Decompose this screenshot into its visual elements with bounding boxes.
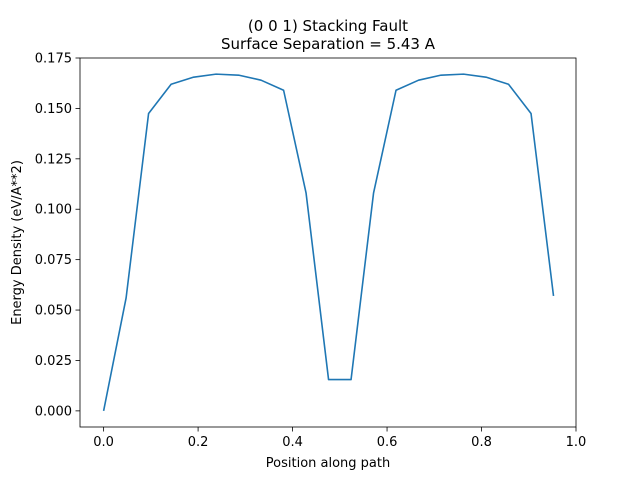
- y-tick-label: 0.125: [35, 152, 72, 167]
- plot-area: [80, 58, 576, 427]
- chart-subtitle: Surface Separation = 5.43 A: [221, 35, 436, 53]
- plot-background: [80, 58, 576, 427]
- y-axis: 0.000 0.025 0.050 0.075 0.100 0.125 0.150 0.175: [35, 52, 80, 419]
- y-tick-label: 0.000: [35, 404, 72, 419]
- plot-frame: [79, 57, 577, 428]
- y-tick-label: 0.175: [35, 52, 72, 67]
- x-tick-label: 0.8: [471, 435, 492, 450]
- x-tick-label: 0.0: [93, 435, 114, 450]
- y-tick-label: 0.075: [35, 253, 72, 268]
- series-line: [102, 73, 555, 412]
- chart-title: (0 0 1) Stacking Fault: [248, 17, 408, 35]
- x-axis: 0.0 0.2 0.4 0.6 0.8 1.0: [93, 427, 586, 450]
- y-tick-label: 0.050: [35, 304, 72, 319]
- y-axis-label: Energy Density (eV/A**2): [10, 160, 25, 325]
- x-axis-label: Position along path: [266, 456, 390, 471]
- x-tick-label: 0.2: [188, 435, 209, 450]
- x-tick-label: 0.6: [377, 435, 398, 450]
- x-tick-label: 0.4: [282, 435, 303, 450]
- y-tick-label: 0.100: [35, 203, 72, 218]
- y-tick-label: 0.150: [35, 102, 72, 117]
- x-tick-label: 1.0: [566, 435, 587, 450]
- y-tick-label: 0.025: [35, 354, 72, 369]
